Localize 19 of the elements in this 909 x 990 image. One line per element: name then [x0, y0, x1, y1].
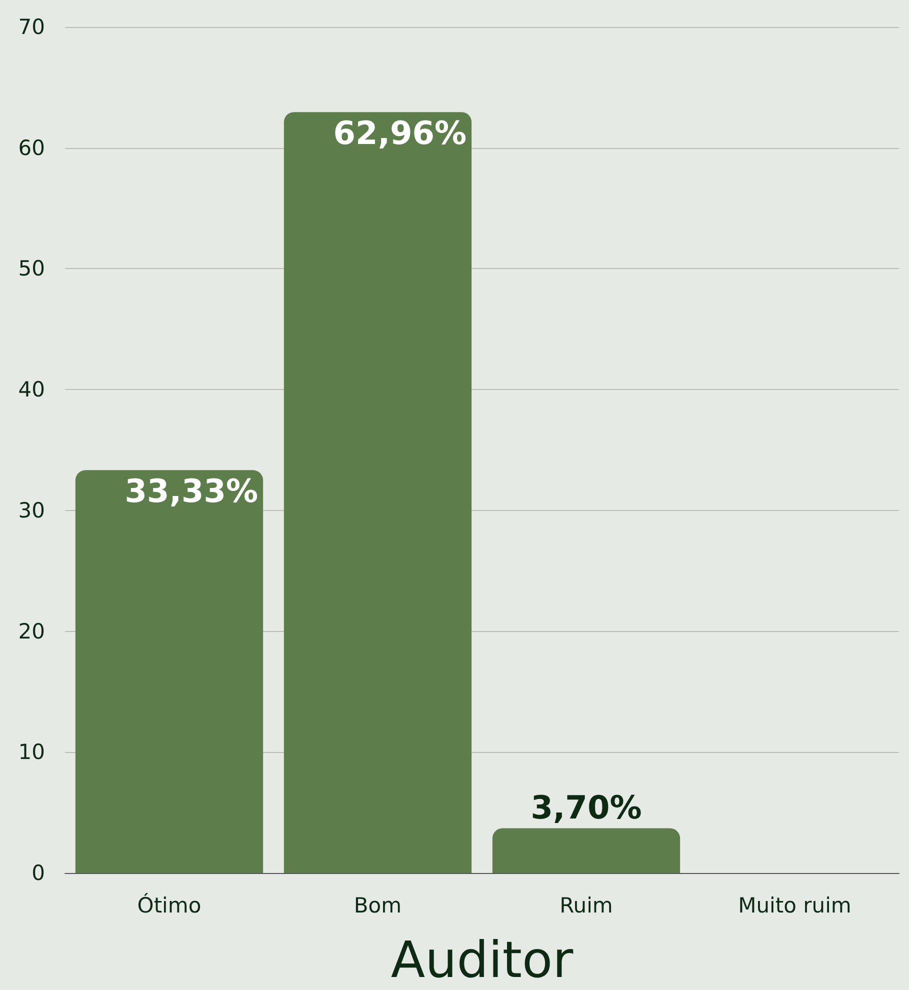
data-label: 3,70% [530, 788, 642, 826]
x-tick-label: Bom [354, 894, 402, 918]
bar [492, 828, 680, 873]
y-tick-label: 50 [18, 256, 45, 281]
y-tick-label: 30 [18, 498, 45, 522]
x-tick-label: Ótimo [137, 892, 202, 918]
y-tick-label: 10 [18, 740, 45, 764]
y-tick-label: 60 [18, 136, 45, 160]
y-tick-label: 40 [18, 378, 45, 402]
data-label: 62,96% [333, 114, 467, 152]
x-tick-label: Ruim [560, 894, 613, 918]
x-tick-label: Muito ruim [738, 894, 852, 918]
x-axis-title: Auditor [390, 931, 574, 989]
data-label: 33,33% [124, 472, 258, 510]
y-tick-label: 70 [18, 15, 45, 39]
bar [284, 112, 472, 873]
bar [75, 470, 264, 873]
y-tick-label: 20 [18, 619, 45, 644]
y-tick-label: 0 [32, 861, 45, 885]
